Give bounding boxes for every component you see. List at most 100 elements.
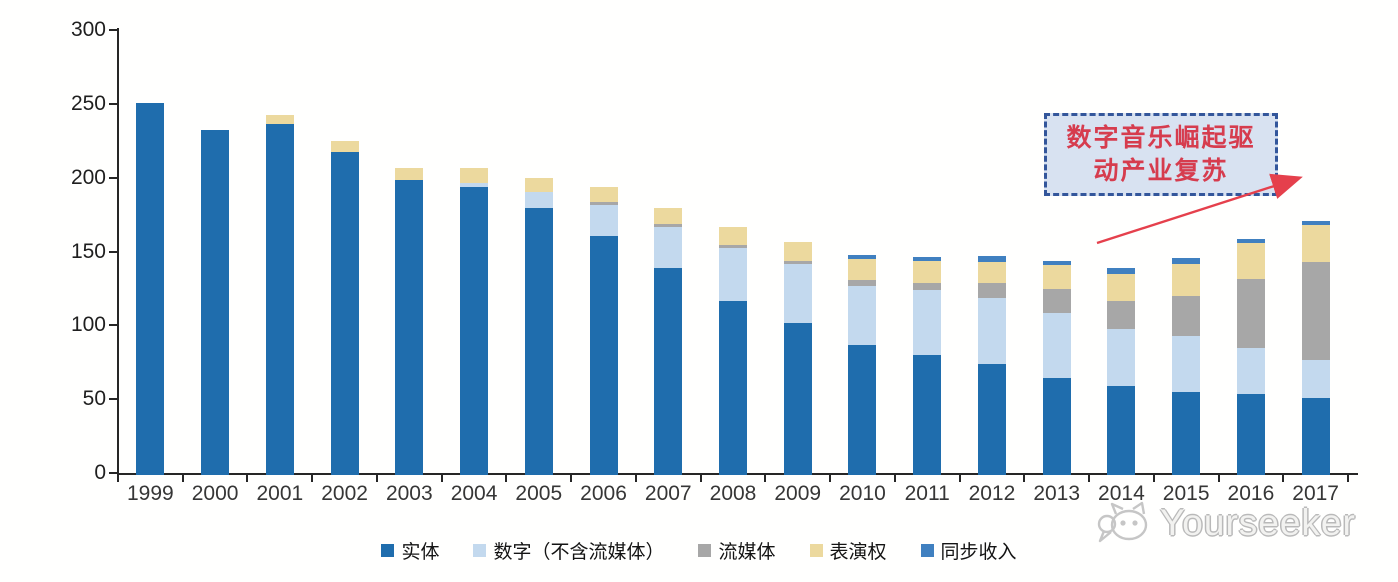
x-tick-label: 1999	[127, 482, 174, 505]
segment-streaming	[589, 201, 618, 205]
x-tick	[1282, 474, 1285, 482]
segment-physical	[330, 151, 359, 475]
bar-2009	[783, 241, 812, 475]
x-tick-label: 2006	[580, 482, 627, 505]
segment-digital-excl-streaming	[977, 297, 1006, 365]
segment-performance-rights	[913, 260, 942, 284]
segment-performance-rights	[783, 241, 812, 261]
segment-physical	[395, 179, 424, 475]
x-tick-label: 2008	[709, 482, 757, 505]
segment-physical	[460, 187, 489, 475]
segment-performance-rights	[589, 187, 618, 202]
bar-2001	[265, 114, 294, 475]
x-tick-label: 2001	[256, 482, 304, 505]
watermark: Yourseeker	[1096, 500, 1356, 546]
y-tick	[109, 250, 118, 253]
x-tick	[246, 474, 249, 482]
x-tick-label: 2011	[904, 482, 950, 505]
x-tick	[1152, 474, 1155, 482]
x-tick-label: 2015	[1162, 482, 1210, 505]
x-tick-label: 2003	[385, 482, 433, 505]
annotation-callout: 数字音乐崛起驱 动产业复苏	[1044, 113, 1278, 196]
x-tick-label: 2014	[1098, 482, 1145, 505]
segment-streaming	[1236, 278, 1265, 349]
x-tick	[311, 474, 314, 482]
legend-label-digital-excl-streaming: 数字（不含流媒体）	[493, 542, 665, 563]
segment-performance-rights	[1107, 274, 1136, 301]
segment-performance-rights	[1236, 243, 1265, 279]
bar-2004	[460, 167, 489, 475]
legend-swatch-physical	[381, 544, 395, 557]
x-tick	[634, 474, 637, 482]
x-tick	[1347, 474, 1349, 482]
y-tick-label: 0	[94, 461, 106, 484]
x-tick	[958, 474, 961, 482]
segment-streaming	[719, 244, 747, 248]
x-tick-label: 2010	[839, 482, 886, 505]
segment-digital-excl-streaming	[524, 191, 553, 208]
x-tick	[181, 474, 184, 482]
annotation-line-2: 动产业复苏	[1093, 157, 1229, 185]
y-tick-label: 250	[70, 91, 106, 115]
legend-swatch-performance-rights	[809, 544, 823, 557]
bar-2017	[1301, 221, 1330, 475]
legend-label-sync-revenue: 同步收入	[940, 542, 1017, 563]
segment-digital-excl-streaming	[719, 247, 747, 301]
bar-2002	[330, 141, 359, 475]
segment-streaming	[783, 260, 812, 264]
segment-streaming	[1107, 300, 1136, 329]
legend-swatch-digital-excl-streaming	[473, 544, 487, 557]
segment-physical	[719, 300, 747, 475]
x-tick-label: 2002	[321, 482, 368, 505]
x-tick-label: 2004	[450, 482, 498, 505]
y-tick	[109, 472, 118, 474]
bar-2015	[1172, 257, 1201, 475]
segment-streaming	[654, 224, 683, 228]
x-tick-label: 2000	[191, 482, 239, 505]
segment-streaming	[848, 280, 877, 287]
segment-performance-rights	[1172, 263, 1201, 297]
bar-2010	[848, 255, 877, 475]
y-tick	[109, 102, 118, 105]
y-tick-label: 50	[82, 387, 106, 411]
legend-swatch-streaming	[698, 544, 712, 557]
x-tick	[699, 474, 702, 482]
segment-streaming	[1172, 296, 1201, 337]
x-tick	[570, 474, 573, 482]
segment-performance-rights	[265, 114, 294, 124]
bar-2012	[977, 256, 1006, 475]
legend: 实体 数字（不含流媒体） 流媒体 表演权 同步收入	[0, 537, 1398, 564]
x-tick-label: 2017	[1292, 482, 1339, 505]
segment-digital-excl-streaming	[460, 182, 489, 188]
x-tick	[1217, 474, 1220, 482]
y-tick	[109, 29, 118, 31]
segment-physical	[1107, 386, 1136, 475]
bar-2005	[524, 178, 553, 475]
segment-performance-rights	[460, 167, 489, 183]
y-tick-label: 200	[70, 165, 106, 189]
segment-physical	[265, 123, 294, 475]
segment-physical	[848, 345, 877, 475]
y-tick-label: 300	[70, 18, 106, 41]
x-tick	[1023, 474, 1026, 482]
x-tick	[764, 474, 767, 482]
segment-performance-rights	[1042, 265, 1071, 289]
segment-physical	[524, 207, 553, 475]
segment-digital-excl-streaming	[654, 227, 683, 269]
bar-2008	[719, 226, 747, 475]
x-tick-label: 2012	[968, 482, 1016, 505]
legend-swatch-sync-revenue	[920, 544, 934, 557]
segment-physical	[654, 268, 683, 475]
legend-item-streaming: 流媒体	[698, 537, 776, 564]
segment-sync-revenue	[1301, 221, 1330, 226]
segment-digital-excl-streaming	[913, 290, 942, 356]
segment-physical	[1172, 392, 1201, 475]
x-tick	[505, 474, 508, 482]
segment-physical	[1042, 377, 1071, 475]
segment-physical	[1236, 393, 1265, 475]
segment-physical	[589, 235, 618, 475]
legend-item-performance-rights: 表演权	[809, 537, 887, 564]
x-tick-label: 2013	[1033, 482, 1081, 505]
segment-sync-revenue	[1107, 268, 1136, 275]
y-tick-label: 150	[70, 239, 106, 263]
